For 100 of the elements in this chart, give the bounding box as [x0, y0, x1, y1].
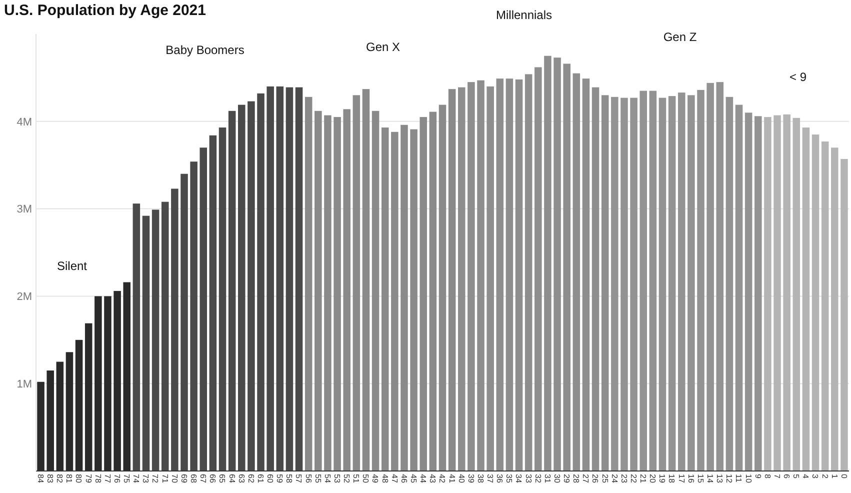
- bar: [209, 135, 217, 471]
- bar: [802, 128, 810, 471]
- bar: [171, 188, 178, 471]
- y-tick-label: 3M: [16, 204, 32, 216]
- x-tick-label: 52: [342, 474, 352, 484]
- x-tick-label: 54: [322, 474, 332, 484]
- bar: [506, 78, 514, 471]
- bar: [410, 129, 418, 471]
- x-tick-label: 61: [256, 474, 265, 484]
- bar: [391, 132, 398, 471]
- bar: [266, 86, 274, 471]
- bar: [792, 118, 800, 471]
- x-tick-label: 80: [74, 474, 84, 484]
- x-tick-label: 69: [179, 474, 188, 484]
- bar: [524, 74, 532, 471]
- x-tick-label: 20: [648, 474, 658, 484]
- bar: [142, 216, 150, 471]
- x-tick-label: 84: [36, 474, 45, 484]
- x-tick-label: 16: [686, 474, 696, 484]
- bar: [706, 82, 714, 471]
- x-tick-label: 40: [456, 474, 466, 484]
- x-tick-label: 48: [380, 474, 390, 484]
- annotation: Gen X: [366, 40, 400, 54]
- bar: [831, 148, 838, 471]
- x-tick-label: 34: [514, 474, 524, 484]
- bar: [257, 93, 264, 471]
- bar: [764, 117, 772, 471]
- x-tick-label: 22: [628, 474, 638, 484]
- bar: [352, 95, 360, 471]
- x-tick-label: 70: [170, 474, 179, 484]
- bar: [161, 202, 169, 471]
- x-tick-label: 83: [46, 474, 55, 484]
- x-tick-label: 57: [294, 474, 304, 484]
- x-tick-label: 32: [533, 474, 542, 484]
- x-tick-label: 50: [361, 474, 370, 484]
- x-tick-label: 29: [562, 474, 572, 484]
- x-tick-label: 42: [438, 474, 447, 484]
- x-tick-label: 79: [84, 474, 93, 484]
- x-tick-label: 66: [208, 474, 218, 484]
- bar: [152, 210, 160, 471]
- bar: [324, 115, 332, 471]
- x-tick-label: 39: [466, 474, 476, 484]
- x-tick-label: 35: [504, 474, 514, 484]
- x-tick-label: 1: [830, 474, 839, 479]
- annotation: Baby Boomers: [166, 43, 244, 58]
- bar: [515, 79, 523, 471]
- x-tick-label: 75: [122, 474, 132, 484]
- x-tick-label: 17: [676, 474, 686, 484]
- x-tick-label: 10: [744, 474, 753, 484]
- annotation: Silent: [56, 259, 88, 274]
- chart-title: U.S. Population by Age 2021: [4, 2, 206, 19]
- y-tick-label: 1M: [16, 378, 32, 390]
- x-tick-label: 6: [782, 474, 792, 479]
- x-tick-label: 72: [150, 474, 160, 484]
- y-tick-label: 4M: [16, 116, 32, 128]
- bar: [735, 104, 743, 471]
- bar: [812, 134, 820, 471]
- bar: [630, 98, 638, 471]
- x-tick-label: 64: [227, 474, 236, 484]
- x-tick-label: 31: [542, 474, 552, 484]
- x-tick-label: 36: [495, 474, 504, 484]
- y-tick-label: 2M: [16, 291, 32, 304]
- x-tick-label: 15: [696, 474, 705, 484]
- x-tick-label: 41: [447, 474, 456, 484]
- x-tick-label: 2: [820, 474, 830, 479]
- bar: [658, 98, 666, 471]
- x-tick-label: 65: [218, 474, 227, 484]
- bar: [400, 124, 408, 471]
- bar: [286, 87, 294, 471]
- x-tick-label: 46: [399, 474, 408, 484]
- x-tick-label: 19: [658, 474, 667, 484]
- annotation: Gen Z: [663, 30, 697, 44]
- bar: [248, 101, 255, 471]
- x-tick-label: 76: [112, 474, 122, 484]
- x-tick-label: 82: [55, 474, 64, 484]
- bar: [228, 110, 236, 471]
- bar: [554, 58, 561, 471]
- bar: [276, 86, 284, 471]
- bar: [190, 162, 198, 471]
- bar: [534, 67, 542, 471]
- x-tick-label: 28: [572, 474, 581, 484]
- x-tick-label: 67: [198, 474, 208, 484]
- x-tick-label: 55: [313, 474, 322, 484]
- bar: [840, 158, 848, 471]
- bar: [486, 86, 494, 471]
- bar: [592, 87, 600, 471]
- x-tick-label: 25: [600, 474, 610, 484]
- x-tick-label: 81: [64, 474, 74, 484]
- x-tick-label: 51: [352, 474, 361, 484]
- bar: [582, 78, 590, 471]
- x-tick-label: 77: [102, 474, 112, 484]
- text: Millennials: [496, 8, 552, 22]
- x-tick-label: 0: [839, 474, 848, 479]
- x-tick-label: 68: [189, 474, 198, 484]
- x-tick-label: 37: [486, 474, 495, 484]
- bar: [362, 89, 370, 471]
- x-tick-label: 45: [409, 474, 418, 484]
- x-tick-label: 30: [552, 474, 562, 484]
- bar: [180, 174, 188, 471]
- bar: [716, 82, 724, 471]
